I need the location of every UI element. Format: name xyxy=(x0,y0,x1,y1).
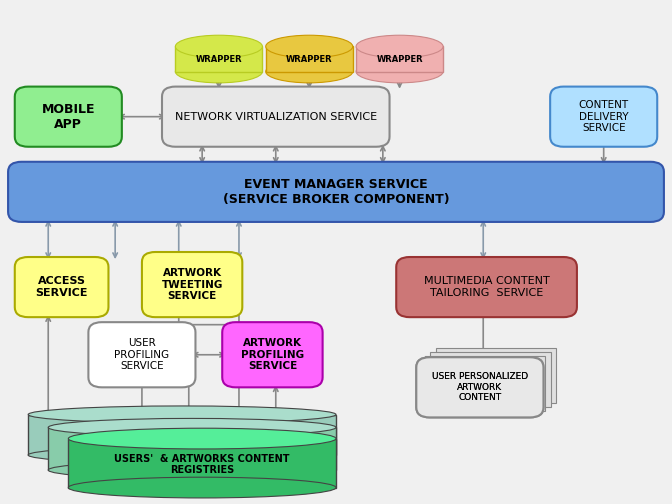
FancyBboxPatch shape xyxy=(417,357,544,417)
Text: MOBILE
APP: MOBILE APP xyxy=(42,103,95,131)
Ellipse shape xyxy=(265,35,353,58)
Ellipse shape xyxy=(175,35,262,58)
Ellipse shape xyxy=(175,60,262,83)
Text: USER PERSONALIZED
ARTWORK
CONTENT: USER PERSONALIZED ARTWORK CONTENT xyxy=(432,372,528,402)
Text: NETWORK VIRTUALIZATION SERVICE: NETWORK VIRTUALIZATION SERVICE xyxy=(175,112,377,121)
Ellipse shape xyxy=(356,35,443,58)
Text: ARTWORK
PROFILING
SERVICE: ARTWORK PROFILING SERVICE xyxy=(241,338,304,371)
FancyBboxPatch shape xyxy=(425,356,546,411)
Ellipse shape xyxy=(48,418,336,436)
Text: WRAPPER: WRAPPER xyxy=(286,54,333,64)
Bar xyxy=(175,46,262,72)
FancyBboxPatch shape xyxy=(430,352,551,407)
FancyBboxPatch shape xyxy=(222,322,323,388)
FancyBboxPatch shape xyxy=(28,414,336,455)
FancyBboxPatch shape xyxy=(435,348,556,403)
FancyBboxPatch shape xyxy=(8,162,664,222)
FancyBboxPatch shape xyxy=(48,427,336,470)
FancyBboxPatch shape xyxy=(417,357,544,417)
FancyBboxPatch shape xyxy=(396,257,577,317)
Text: USERS'  & ARTWORKS CONTENT
REGISTRIES: USERS' & ARTWORKS CONTENT REGISTRIES xyxy=(114,454,290,475)
Text: MULTIMEDIA CONTENT
TAILORING  SERVICE: MULTIMEDIA CONTENT TAILORING SERVICE xyxy=(424,276,550,298)
FancyBboxPatch shape xyxy=(15,257,108,317)
Ellipse shape xyxy=(265,60,353,83)
Ellipse shape xyxy=(48,461,336,479)
Ellipse shape xyxy=(69,428,336,449)
Text: CONTENT
DELIVERY
SERVICE: CONTENT DELIVERY SERVICE xyxy=(579,100,629,133)
FancyBboxPatch shape xyxy=(162,87,390,147)
Ellipse shape xyxy=(28,406,336,423)
Ellipse shape xyxy=(28,447,336,464)
Ellipse shape xyxy=(69,477,336,498)
Ellipse shape xyxy=(356,60,443,83)
FancyBboxPatch shape xyxy=(142,252,243,317)
Text: ACCESS
SERVICE: ACCESS SERVICE xyxy=(36,276,88,298)
Text: EVENT MANAGER SERVICE
(SERVICE BROKER COMPONENT): EVENT MANAGER SERVICE (SERVICE BROKER CO… xyxy=(222,178,450,206)
Text: WRAPPER: WRAPPER xyxy=(196,54,242,64)
Text: USER PERSONALIZED
ARTWORK
CONTENT: USER PERSONALIZED ARTWORK CONTENT xyxy=(432,372,528,402)
Bar xyxy=(265,46,353,72)
Text: ARTWORK
TWEETING
SERVICE: ARTWORK TWEETING SERVICE xyxy=(161,268,223,301)
FancyBboxPatch shape xyxy=(69,438,336,487)
Text: WRAPPER: WRAPPER xyxy=(376,54,423,64)
Text: USER
PROFILING
SERVICE: USER PROFILING SERVICE xyxy=(114,338,169,371)
FancyBboxPatch shape xyxy=(89,322,196,388)
Bar xyxy=(356,46,443,72)
FancyBboxPatch shape xyxy=(15,87,122,147)
FancyBboxPatch shape xyxy=(550,87,657,147)
